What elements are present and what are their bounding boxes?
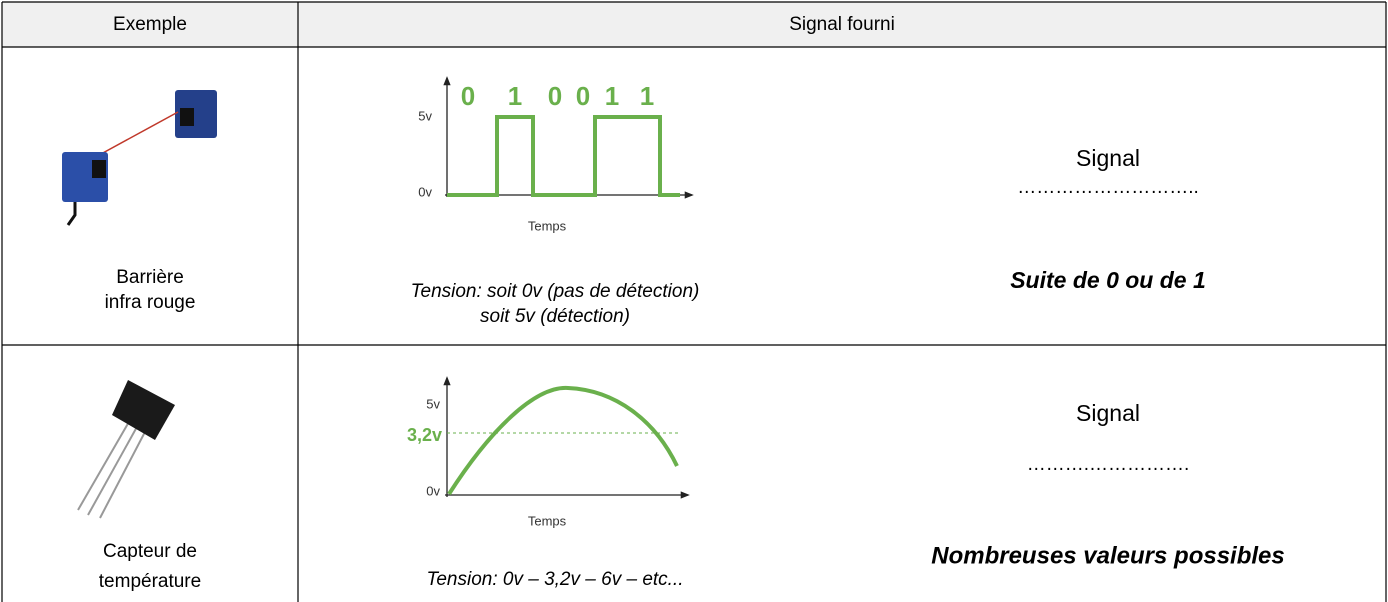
header-cell: Exemple: [113, 14, 187, 35]
axis-label: 5v: [426, 396, 440, 411]
axis-label: 5v: [418, 108, 432, 123]
document: Exemple Signal fourni Barrière infra rou…: [0, 0, 1388, 602]
axis-label: Temps: [528, 513, 567, 528]
axis-label: 3,2v: [407, 425, 442, 445]
ir-sensor-image: [62, 90, 217, 225]
caption: Tension: soit 0v (pas de détection): [411, 281, 700, 302]
header-cell: Signal fourni: [789, 14, 895, 35]
example-label: Capteur de: [103, 541, 197, 562]
caption: Tension: 0v – 3,2v – 6v – etc...: [426, 569, 683, 590]
caption: soit 5v (détection): [480, 306, 630, 327]
bit: 0: [548, 81, 562, 111]
axis-label: Temps: [528, 218, 567, 233]
bit: 1: [640, 81, 654, 111]
bit: 0: [461, 81, 475, 111]
bit: 1: [605, 81, 619, 111]
digital-signal: [447, 117, 680, 195]
axis-label: 0v: [426, 483, 440, 498]
page: Exemple Signal fourni Barrière infra rou…: [0, 0, 1388, 602]
example-label: infra rouge: [105, 292, 196, 313]
blank: ………………………..: [1017, 177, 1199, 198]
blank: ……….…………….: [1027, 454, 1190, 475]
answer: Suite de 0 ou de 1: [1010, 267, 1206, 293]
axis-label: 0v: [418, 184, 432, 199]
analog-signal: [449, 388, 677, 494]
example-label: Barrière: [116, 267, 184, 288]
temp-sensor-image: [78, 380, 175, 518]
bit: 0: [576, 81, 590, 111]
answer: Nombreuses valeurs possibles: [931, 542, 1284, 569]
signal-label: Signal: [1076, 400, 1140, 426]
header-bg: [2, 2, 1386, 47]
example-label: température: [99, 571, 201, 592]
signal-label: Signal: [1076, 145, 1140, 171]
bit: 1: [508, 81, 522, 111]
